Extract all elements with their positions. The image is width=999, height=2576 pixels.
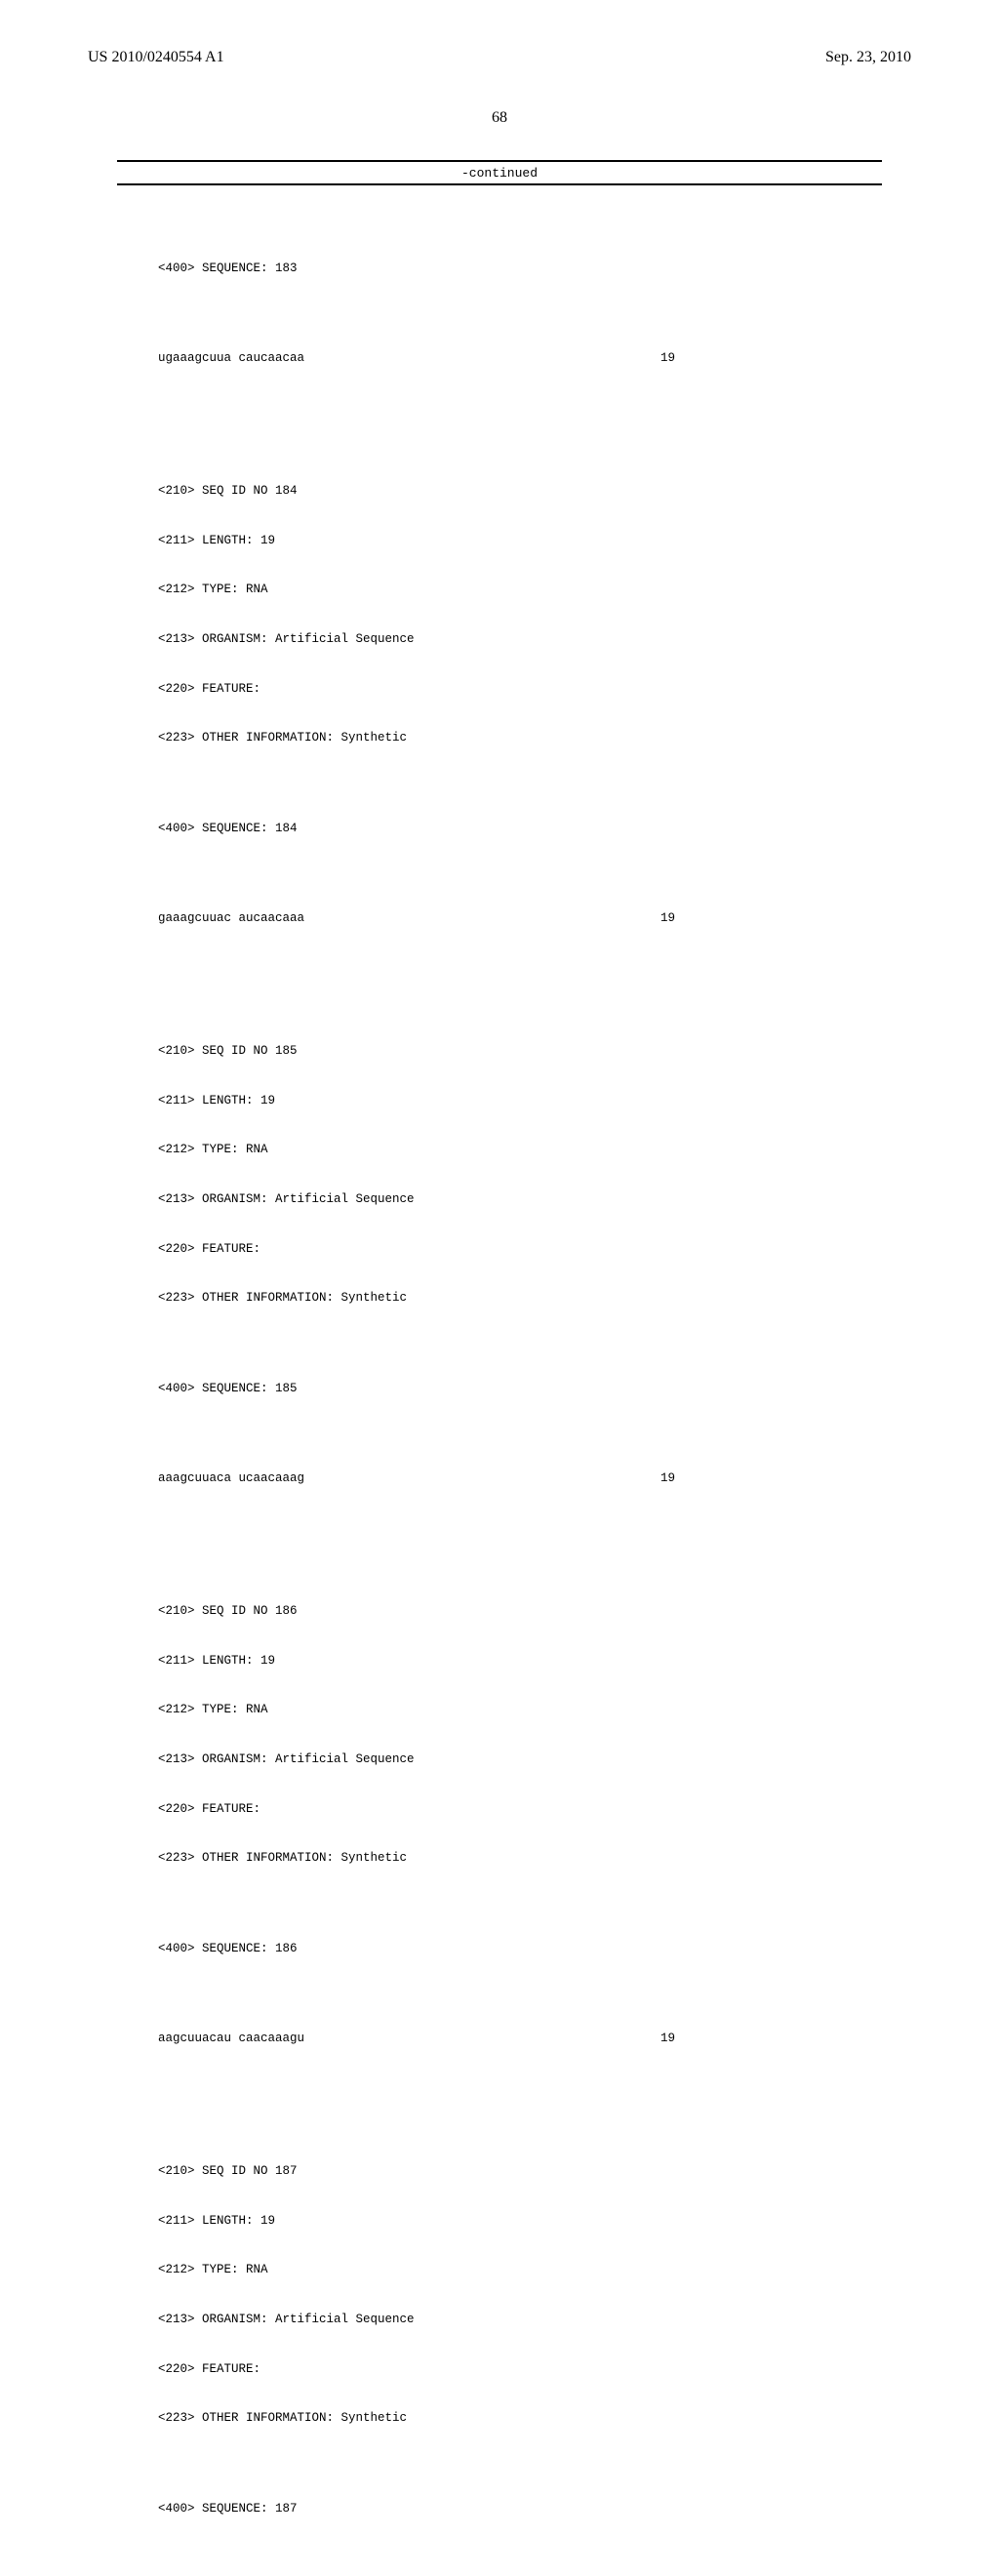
seq-meta-line: <223> OTHER INFORMATION: Synthetic bbox=[158, 730, 911, 746]
seq-tag: <400> SEQUENCE: 184 bbox=[158, 821, 911, 837]
seq-meta-line: <223> OTHER INFORMATION: Synthetic bbox=[158, 1290, 911, 1307]
sequence-length: 19 bbox=[636, 2031, 675, 2047]
seq-meta-line: <212> TYPE: RNA bbox=[158, 2262, 911, 2278]
sequence-length: 19 bbox=[636, 1470, 675, 1487]
sequence-row: gaaagcuuac aucaacaaa 19 bbox=[158, 910, 911, 927]
seq-meta-line: <212> TYPE: RNA bbox=[158, 1702, 911, 1718]
sequence-row: aaagcuuaca ucaacaaag 19 bbox=[158, 1470, 911, 1487]
seq-meta-line: <211> LENGTH: 19 bbox=[158, 1653, 911, 1670]
seq-meta-line: <223> OTHER INFORMATION: Synthetic bbox=[158, 1850, 911, 1867]
sequence-row: aagcuuacau caacaaagu 19 bbox=[158, 2031, 911, 2047]
seq-meta-line: <213> ORGANISM: Artificial Sequence bbox=[158, 2312, 911, 2328]
seq-meta-line: <220> FEATURE: bbox=[158, 1241, 911, 1258]
seq-tag: <400> SEQUENCE: 183 bbox=[158, 261, 911, 277]
sequence-listing: <400> SEQUENCE: 183 ugaaagcuua caucaacaa… bbox=[158, 211, 911, 2576]
sequence-text: aaagcuuaca ucaacaaag bbox=[158, 1470, 636, 1487]
seq-meta-line: <212> TYPE: RNA bbox=[158, 582, 911, 598]
seq-meta-line: <213> ORGANISM: Artificial Sequence bbox=[158, 1191, 911, 1208]
pub-number: US 2010/0240554 A1 bbox=[88, 49, 224, 66]
seq-meta-line: <211> LENGTH: 19 bbox=[158, 2213, 911, 2230]
seq-tag: <400> SEQUENCE: 185 bbox=[158, 1381, 911, 1397]
seq-meta-line: <211> LENGTH: 19 bbox=[158, 533, 911, 549]
seq-tag: <400> SEQUENCE: 187 bbox=[158, 2501, 911, 2517]
sequence-length: 19 bbox=[636, 350, 675, 367]
sequence-text: ugaaagcuua caucaacaa bbox=[158, 350, 636, 367]
sequence-text: gaaagcuuac aucaacaaa bbox=[158, 910, 636, 927]
seq-meta-line: <223> OTHER INFORMATION: Synthetic bbox=[158, 2410, 911, 2427]
seq-meta-line: <210> SEQ ID NO 186 bbox=[158, 1603, 911, 1620]
sequence-text: aagcuuacau caacaaagu bbox=[158, 2031, 636, 2047]
sequence-length: 19 bbox=[636, 910, 675, 927]
seq-meta-line: <210> SEQ ID NO 187 bbox=[158, 2163, 911, 2180]
seq-meta-line: <220> FEATURE: bbox=[158, 681, 911, 698]
sequence-row: ugaaagcuua caucaacaa 19 bbox=[158, 350, 911, 367]
page: US 2010/0240554 A1 Sep. 23, 2010 68 -con… bbox=[0, 0, 999, 1288]
seq-meta-line: <212> TYPE: RNA bbox=[158, 1142, 911, 1158]
seq-meta-line: <210> SEQ ID NO 185 bbox=[158, 1043, 911, 1060]
seq-meta-line: <211> LENGTH: 19 bbox=[158, 1093, 911, 1109]
continued-label: -continued bbox=[461, 166, 538, 181]
seq-meta-line: <220> FEATURE: bbox=[158, 2361, 911, 2378]
seq-meta-line: <213> ORGANISM: Artificial Sequence bbox=[158, 631, 911, 648]
seq-meta-line: <220> FEATURE: bbox=[158, 1801, 911, 1818]
seq-meta-line: <213> ORGANISM: Artificial Sequence bbox=[158, 1751, 911, 1768]
header-row: US 2010/0240554 A1 Sep. 23, 2010 bbox=[88, 49, 911, 66]
pub-date: Sep. 23, 2010 bbox=[825, 49, 911, 66]
continued-rule: -continued bbox=[117, 160, 882, 185]
page-number: 68 bbox=[88, 109, 911, 127]
seq-tag: <400> SEQUENCE: 186 bbox=[158, 1941, 911, 1957]
seq-meta-line: <210> SEQ ID NO 184 bbox=[158, 483, 911, 500]
